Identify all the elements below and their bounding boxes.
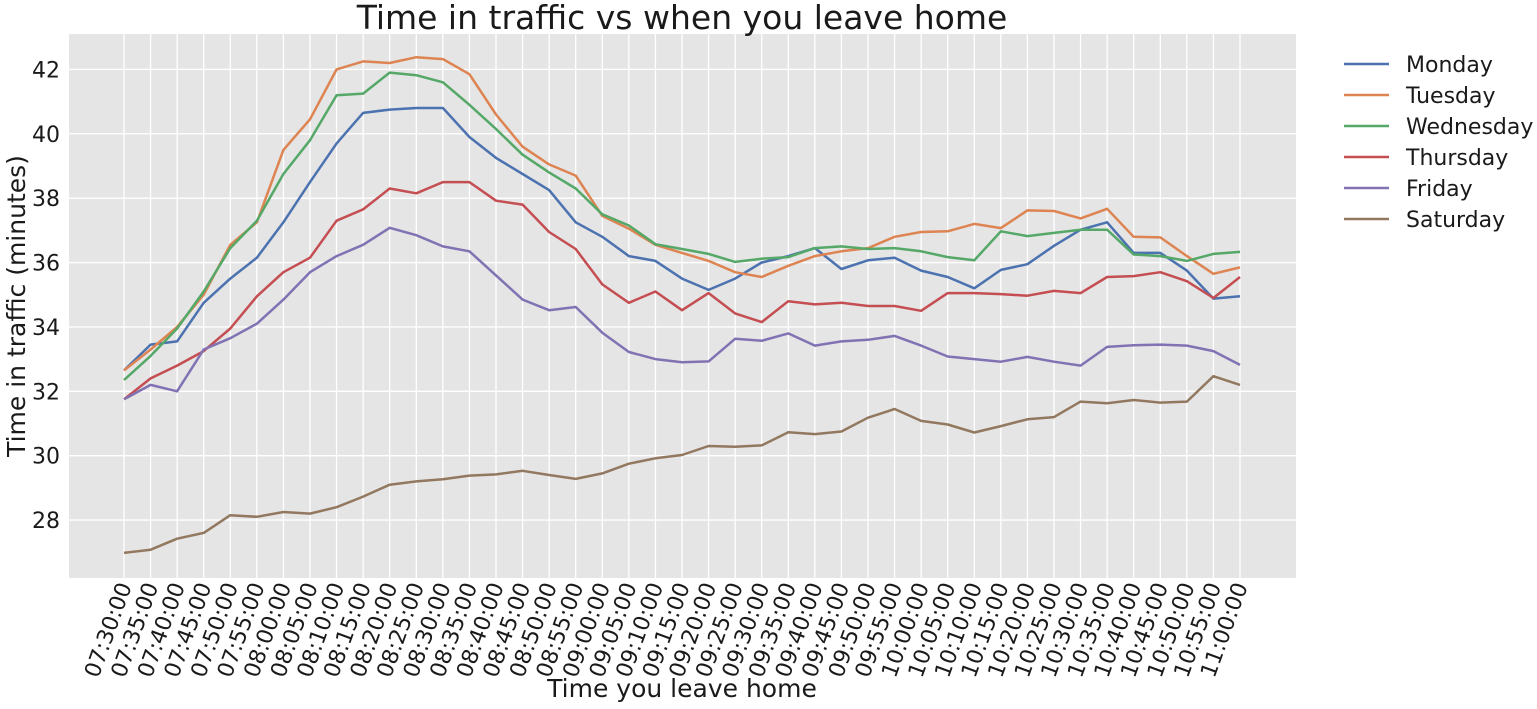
series-line-wednesday bbox=[123, 71, 1241, 381]
y-tick-label: 40 bbox=[32, 123, 60, 148]
y-tick-label: 34 bbox=[32, 316, 60, 341]
legend-item-thursday: Thursday bbox=[1344, 146, 1508, 171]
legend-label: Wednesday bbox=[1406, 115, 1533, 140]
y-tick-labels: 28 30 32 34 36 38 40 42 bbox=[32, 58, 60, 534]
legend-item-tuesday: Tuesday bbox=[1344, 84, 1496, 109]
legend-label: Thursday bbox=[1405, 146, 1508, 171]
y-tick-label: 38 bbox=[32, 187, 60, 212]
legend: Monday Tuesday Wednesday Thursday Friday Satu… bbox=[1344, 53, 1533, 233]
y-tick-label: 28 bbox=[32, 509, 60, 534]
y-axis-label: Time in traffic (minutes) bbox=[2, 155, 31, 458]
legend-label: Tuesday bbox=[1405, 84, 1496, 109]
series-line-monday bbox=[123, 106, 1241, 372]
y-tick-label: 36 bbox=[32, 252, 60, 277]
series-line-saturday bbox=[123, 374, 1241, 555]
chart-title: Time in traffic vs when you leave home bbox=[356, 0, 1008, 37]
x-gridlines bbox=[123, 34, 1241, 578]
series-line-friday bbox=[123, 226, 1241, 401]
y-tick-label: 42 bbox=[32, 58, 60, 83]
y-tick-label: 32 bbox=[32, 380, 60, 405]
series-lines bbox=[123, 55, 1241, 555]
legend-label: Monday bbox=[1406, 53, 1493, 78]
y-tick-label: 30 bbox=[32, 445, 60, 470]
legend-item-monday: Monday bbox=[1344, 53, 1493, 78]
legend-item-wednesday: Wednesday bbox=[1344, 115, 1533, 140]
x-axis-label: Time you leave home bbox=[546, 674, 817, 703]
legend-item-friday: Friday bbox=[1344, 177, 1473, 202]
x-tick-labels: 07:30:0007:35:0007:40:0007:45:0007:50:00… bbox=[80, 580, 1253, 681]
series-line-tuesday bbox=[123, 55, 1241, 372]
series-line-thursday bbox=[123, 180, 1241, 401]
legend-item-saturday: Saturday bbox=[1344, 208, 1505, 233]
legend-label: Saturday bbox=[1406, 208, 1505, 233]
legend-label: Friday bbox=[1406, 177, 1473, 202]
